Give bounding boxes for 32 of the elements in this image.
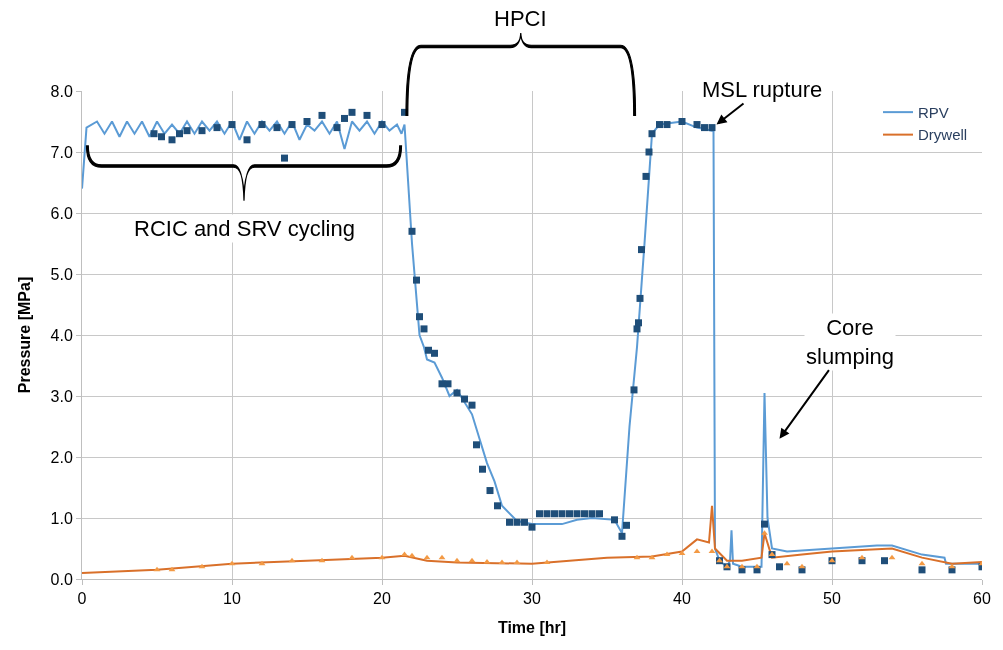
y-tick-label: 3.0 [50, 387, 73, 405]
point [708, 548, 716, 554]
annotation: RCIC and SRV cycling [134, 216, 355, 241]
point [513, 559, 521, 565]
annotation: MSL rupture [702, 77, 823, 102]
text: HPCI [494, 6, 547, 31]
x-tick-label: 20 [373, 590, 391, 608]
line-series [82, 504, 982, 574]
point [401, 551, 408, 557]
legend-label: Drywell [918, 126, 968, 144]
point [761, 530, 768, 535]
y-tick-label: 5.0 [50, 265, 73, 283]
point [543, 559, 551, 565]
y-tick-label: 1.0 [50, 509, 73, 527]
annotation: Core slumping [806, 315, 895, 369]
y-tick-label: 7.0 [50, 143, 73, 161]
x-tick-label: 50 [823, 590, 841, 608]
x-axis-title: Time [hr] [497, 618, 567, 636]
legend-label: RPV [918, 103, 949, 121]
x-tick-label: 60 [973, 590, 991, 608]
x-tick-label: 30 [523, 590, 541, 608]
x-tick-label: 0 [77, 590, 87, 608]
y-tick-label: 6.0 [50, 204, 73, 222]
y-tick-label: 8.0 [50, 82, 73, 100]
y-tick-label: 0.0 [50, 570, 73, 588]
y-axis-title: Pressure [MPa] [16, 276, 34, 394]
y-tick-label: 4.0 [50, 326, 73, 344]
y-tick-label: 2.0 [50, 448, 73, 466]
point [498, 559, 506, 565]
x-tick-label: 10 [223, 590, 241, 608]
point [693, 548, 701, 554]
x-tick-label: 40 [673, 590, 691, 608]
